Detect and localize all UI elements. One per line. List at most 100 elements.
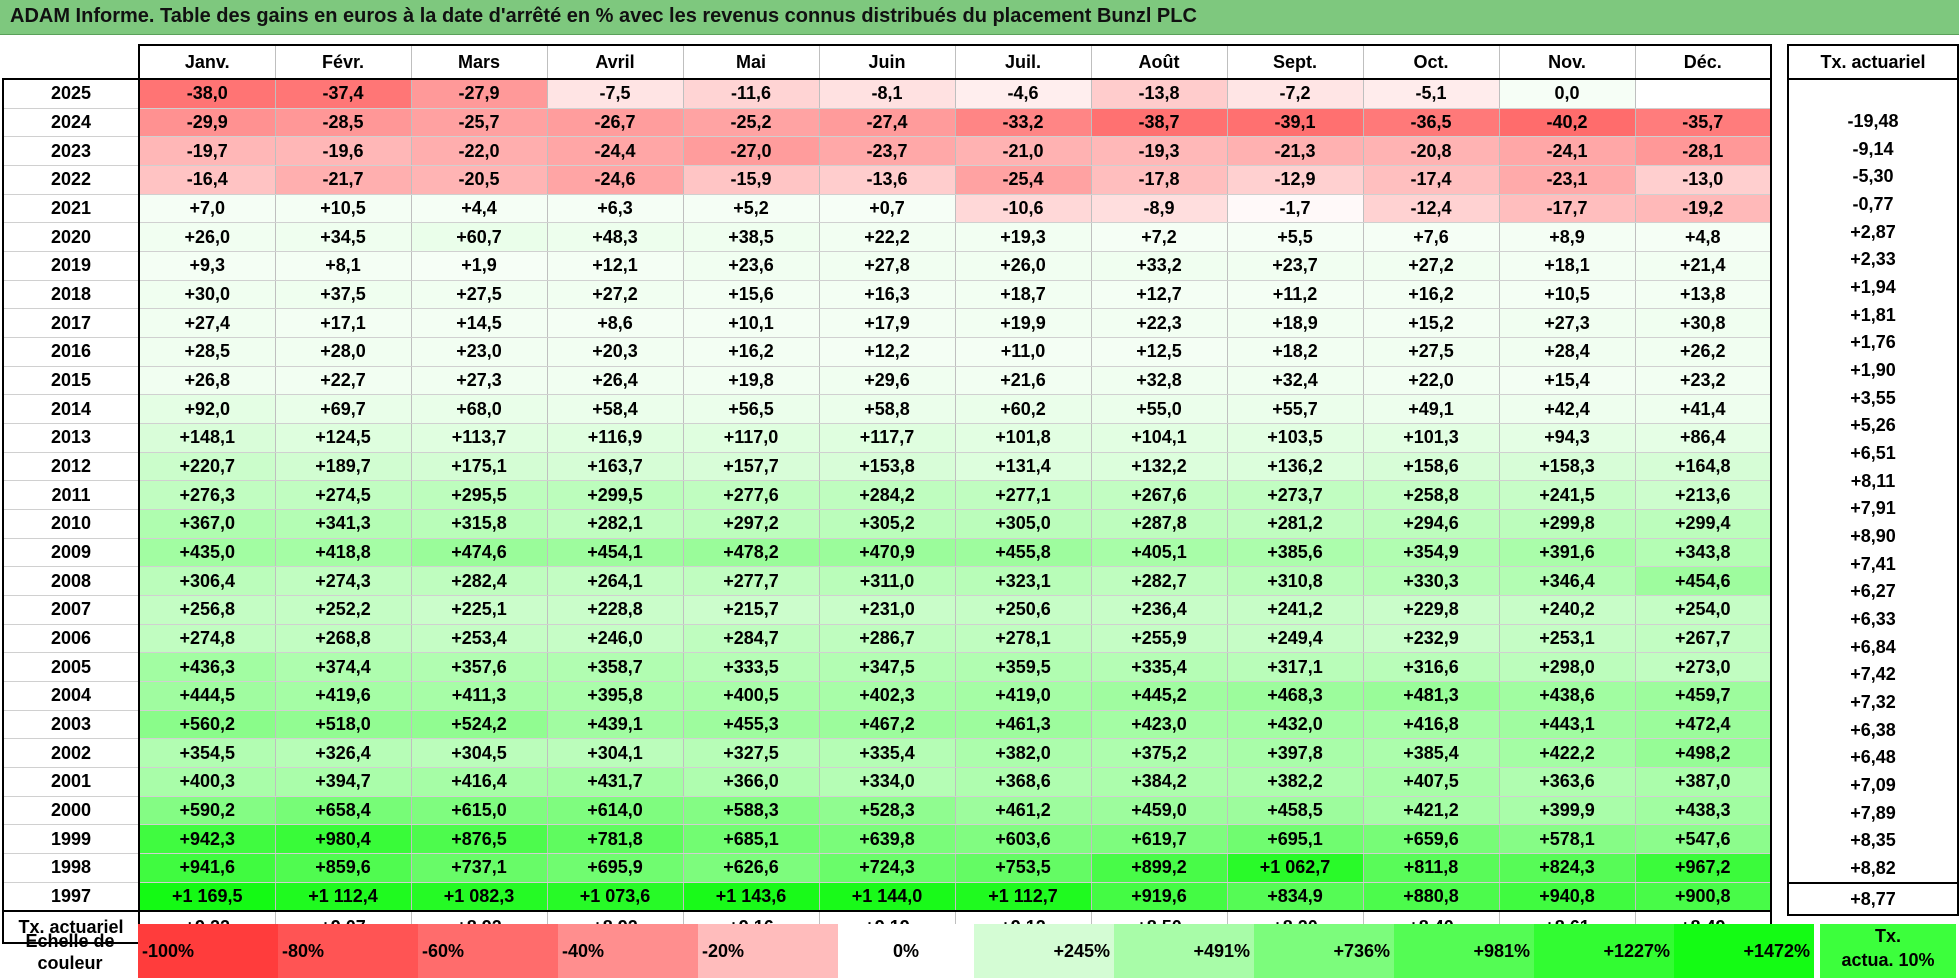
gain-cell: +834,9 (1227, 882, 1364, 913)
gain-cell: +27,8 (819, 251, 956, 281)
gain-cell: +267,7 (1635, 624, 1772, 654)
gain-cell: +438,6 (1499, 681, 1636, 711)
actuarial-rate-cell: +6,33 (1787, 605, 1959, 634)
gain-cell: +17,1 (275, 308, 412, 339)
gain-cell: +1 062,7 (1227, 853, 1364, 883)
actuarial-rate-cell: +6,38 (1787, 716, 1959, 745)
gain-cell: -13,8 (1091, 79, 1228, 109)
gain-cell: +131,4 (955, 452, 1092, 482)
gain-cell: +310,8 (1227, 566, 1364, 597)
actuarial-rate-cell: +3,55 (1787, 384, 1959, 413)
gain-cell: +231,0 (819, 595, 956, 625)
gain-cell: +724,3 (819, 853, 956, 883)
gain-cell: +49,1 (1363, 394, 1500, 425)
gain-cell: +19,3 (955, 222, 1092, 253)
month-header-4: Avril (547, 44, 684, 80)
table-row: 2001 +400,3 +394,7 +416,4 +431,7 +366,0 +334,0… (2, 767, 1772, 797)
gain-cell: +18,7 (955, 280, 1092, 310)
gain-cell: +282,1 (547, 509, 684, 539)
gain-cell: +478,2 (683, 538, 820, 568)
gain-cell: +560,2 (139, 710, 276, 740)
gain-cell: -27,4 (819, 108, 956, 138)
gain-cell: -7,2 (1227, 79, 1364, 109)
gain-cell: +42,4 (1499, 394, 1636, 425)
year-label: 2022 (2, 165, 140, 195)
year-label: 2006 (2, 624, 140, 654)
gain-cell: +547,6 (1635, 824, 1772, 855)
gain-cell: +824,3 (1499, 853, 1636, 883)
gain-cell: +458,5 (1227, 796, 1364, 826)
gain-cell: +38,5 (683, 222, 820, 253)
gain-cell: -7,5 (547, 79, 684, 109)
gain-cell: -8,9 (1091, 194, 1228, 224)
gain-cell: +1 169,5 (139, 882, 276, 913)
table-row: 1999 +942,3 +980,4 +876,5 +781,8 +685,1 +639,8… (2, 824, 1772, 855)
year-label: 2023 (2, 136, 140, 167)
gain-cell: +431,7 (547, 767, 684, 797)
gain-cell: +23,0 (411, 337, 548, 367)
gain-cell: +250,6 (955, 595, 1092, 625)
gain-cell: +213,6 (1635, 480, 1772, 511)
actuarial-rate-cell: +6,48 (1787, 744, 1959, 772)
year-label: 2018 (2, 280, 140, 310)
gain-cell: +374,4 (275, 652, 412, 683)
gain-cell: +32,8 (1091, 366, 1228, 396)
gain-cell: +399,9 (1499, 796, 1636, 826)
gain-cell: -38,7 (1091, 108, 1228, 138)
gain-cell: +298,0 (1499, 652, 1636, 683)
gain-cell: +117,0 (683, 423, 820, 453)
gain-cell: +23,7 (1227, 251, 1364, 281)
table-row: 2022 -16,4 -21,7 -20,5 -24,6 -15,9 -13,6 -25,4-… (2, 165, 1772, 195)
year-label: 2020 (2, 222, 140, 253)
year-label: 2024 (2, 108, 140, 138)
gain-cell: +274,3 (275, 566, 412, 597)
gain-cell: +1 112,7 (955, 882, 1092, 913)
gain-cell: +330,3 (1363, 566, 1500, 597)
gain-cell: +18,9 (1227, 308, 1364, 339)
gain-cell: +16,2 (683, 337, 820, 367)
month-header-9: Sept. (1227, 44, 1364, 80)
gain-cell: -13,6 (819, 165, 956, 195)
gain-cell: +15,2 (1363, 308, 1500, 339)
gain-cell: +455,3 (683, 710, 820, 740)
month-header-row: Janv. Févr. Mars Avril Mai Juin Juil. Août Sept.… (3, 44, 1772, 80)
gain-cell: +474,6 (411, 538, 548, 568)
actuarial-rate-cell: +1,90 (1787, 356, 1959, 385)
actuarial-rate-cell: +8,90 (1787, 522, 1959, 551)
table-row: 2019 +9,3 +8,1 +1,9 +12,1 +23,6 +27,8 +26,0 +33,… (2, 251, 1772, 281)
gain-cell: -10,6 (955, 194, 1092, 224)
year-label: 2004 (2, 681, 140, 711)
gain-cell: +10,5 (1499, 280, 1636, 310)
gain-cell: +58,4 (547, 394, 684, 425)
gain-cell: +22,3 (1091, 308, 1228, 339)
year-label: 2009 (2, 538, 140, 568)
gain-cell: +366,0 (683, 767, 820, 797)
gain-cell: +175,1 (411, 452, 548, 482)
gain-cell: +1 143,6 (683, 882, 820, 913)
gain-cell: +368,6 (955, 767, 1092, 797)
gain-cell: -37,4 (275, 79, 412, 109)
gain-cell: +1 144,0 (819, 882, 956, 913)
gain-cell: +23,6 (683, 251, 820, 281)
gain-cell: -21,3 (1227, 136, 1364, 167)
actuarial-rate-cell: +8,11 (1787, 467, 1959, 496)
gain-cell: +15,6 (683, 280, 820, 310)
gain-cell: +274,5 (275, 480, 412, 511)
gain-cell: +1 082,3 (411, 882, 548, 913)
gain-cell: +255,9 (1091, 624, 1228, 654)
gain-cell: +659,6 (1363, 824, 1500, 855)
color-scale-label: Echelle de couleur (2, 924, 138, 978)
gain-cell: +27,4 (139, 308, 276, 339)
gain-cell: +472,4 (1635, 710, 1772, 740)
gain-cell: +323,1 (955, 566, 1092, 597)
gain-cell: +267,6 (1091, 480, 1228, 511)
gain-cell: -17,4 (1363, 165, 1500, 195)
gain-cell: +16,2 (1363, 280, 1500, 310)
table-row: 2025 -38,0 -37,4 -27,9 -7,5 -11,6 -8,1 -4,6 -13,… (2, 79, 1772, 109)
gain-cell: -27,0 (683, 136, 820, 167)
gain-cell: +249,4 (1227, 624, 1364, 654)
year-label: 2015 (2, 366, 140, 396)
gain-cell: +615,0 (411, 796, 548, 826)
actuarial-rate-cell: +7,42 (1787, 661, 1959, 689)
gain-cell: +254,0 (1635, 595, 1772, 625)
